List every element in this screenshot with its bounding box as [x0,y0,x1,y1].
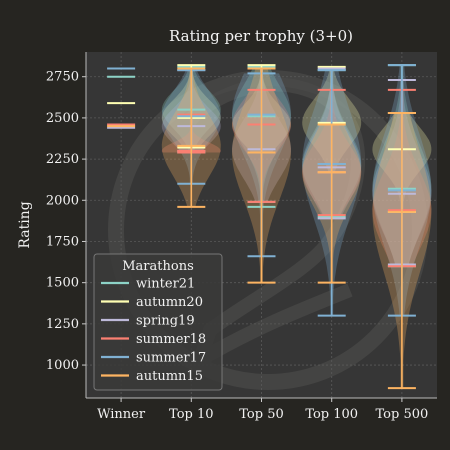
x-tick-label: Top 50 [239,407,283,422]
legend-entry: summer17 [136,351,206,366]
y-tick-label: 2250 [46,152,79,167]
x-tick-label: Top 100 [305,407,358,422]
y-tick-label: 2750 [46,70,79,85]
violins [107,64,432,390]
y-tick-label: 1750 [46,234,79,249]
x-tick-label: Top 500 [376,407,429,422]
logo-knight-shape [185,77,366,376]
legend-entry: spring19 [136,314,195,329]
x-tick-label: Winner [97,407,146,422]
y-tick-label: 1250 [46,317,79,332]
y-tick-label: 2500 [46,111,79,126]
legend-entry: autumn15 [136,369,203,384]
y-tick-label: 1500 [46,276,79,291]
legend: Marathons winter21 autumn20 spring19 summer… [93,253,223,391]
background-logo [108,70,428,390]
legend-entry: winter21 [136,277,195,292]
legend-entry: autumn20 [136,295,203,310]
x-tick-label: Top 10 [169,407,213,422]
axes: 1000 1250 1500 1750 2000 2250 2500 2750 Winner To… [46,52,437,422]
y-tick-label: 2000 [46,193,79,208]
legend-title: Marathons [122,259,194,274]
y-tick-label: 1000 [46,358,79,373]
legend-entry: summer18 [136,332,206,347]
y-axis-label: Rating [17,201,33,248]
chart-title: Rating per trophy (3+0) [169,27,353,45]
